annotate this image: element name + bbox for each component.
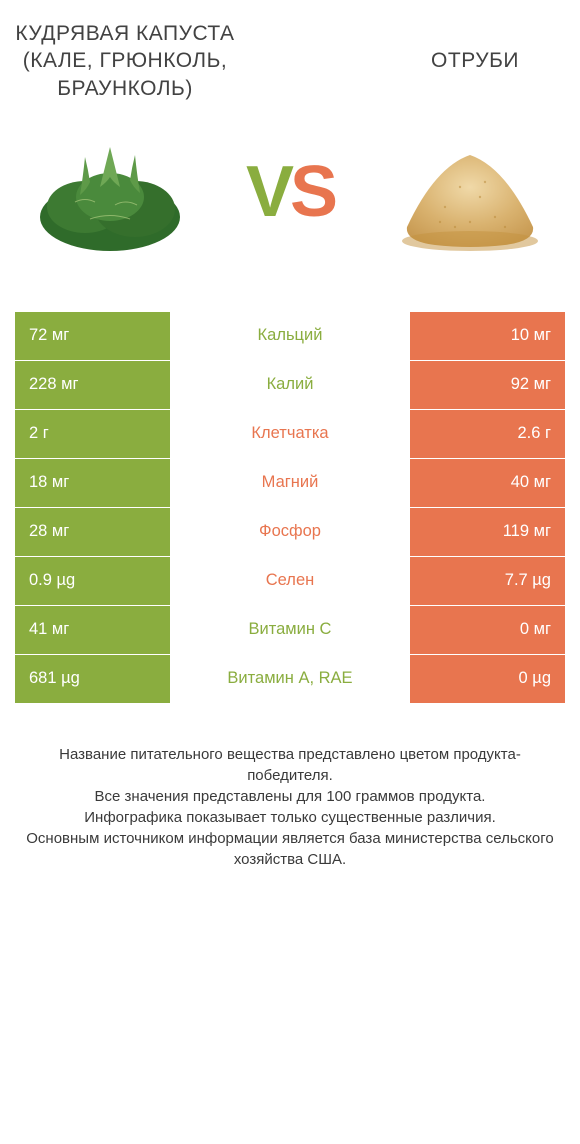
value-right: 0 µg [410,655,565,703]
vs-label: VS [246,151,334,233]
product-image-right [380,122,560,262]
nutrient-label: Кальций [170,312,410,360]
nutrient-label: Клетчатка [170,410,410,458]
images-row: VS [15,122,565,262]
header-row: КУДРЯВАЯ КАПУСТА (КАЛЕ, ГРЮНКОЛЬ, БРАУНК… [15,20,565,102]
table-row: 41 мгВитамин C0 мг [15,606,565,654]
table-row: 681 µgВитамин A, RAE0 µg [15,655,565,703]
value-right: 119 мг [410,508,565,556]
value-left: 681 µg [15,655,170,703]
vs-letter-s: S [290,152,334,232]
infographic-container: КУДРЯВАЯ КАПУСТА (КАЛЕ, ГРЮНКОЛЬ, БРАУНК… [0,0,580,1144]
value-right: 10 мг [410,312,565,360]
table-row: 0.9 µgСелен7.7 µg [15,557,565,605]
table-row: 18 мгМагний40 мг [15,459,565,507]
footer-line: Название питательного вещества представл… [25,744,555,786]
value-right: 7.7 µg [410,557,565,605]
footer-notes: Название питательного вещества представл… [15,744,565,870]
value-right: 40 мг [410,459,565,507]
nutrient-label: Калий [170,361,410,409]
product-title-right: ОТРУБИ [385,49,565,73]
footer-line: Инфографика показывает только существенн… [25,807,555,828]
table-row: 28 мгФосфор119 мг [15,508,565,556]
value-left: 0.9 µg [15,557,170,605]
value-right: 92 мг [410,361,565,409]
value-left: 28 мг [15,508,170,556]
nutrient-table: 72 мгКальций10 мг228 мгКалий92 мг2 гКлет… [15,312,565,704]
value-right: 2.6 г [410,410,565,458]
value-left: 72 мг [15,312,170,360]
nutrient-label: Селен [170,557,410,605]
product-image-left [20,122,200,262]
nutrient-label: Магний [170,459,410,507]
value-left: 228 мг [15,361,170,409]
value-left: 41 мг [15,606,170,654]
value-left: 2 г [15,410,170,458]
product-title-left: КУДРЯВАЯ КАПУСТА (КАЛЕ, ГРЮНКОЛЬ, БРАУНК… [15,20,235,102]
value-left: 18 мг [15,459,170,507]
table-row: 72 мгКальций10 мг [15,312,565,360]
footer-line: Основным источником информации является … [25,828,555,870]
value-right: 0 мг [410,606,565,654]
table-row: 2 гКлетчатка2.6 г [15,410,565,458]
vs-letter-v: V [246,152,290,232]
table-row: 228 мгКалий92 мг [15,361,565,409]
kale-icon [25,127,195,257]
nutrient-label: Витамин A, RAE [170,655,410,703]
nutrient-label: Фосфор [170,508,410,556]
nutrient-label: Витамин C [170,606,410,654]
bran-icon [385,127,555,257]
footer-line: Все значения представлены для 100 граммо… [25,786,555,807]
